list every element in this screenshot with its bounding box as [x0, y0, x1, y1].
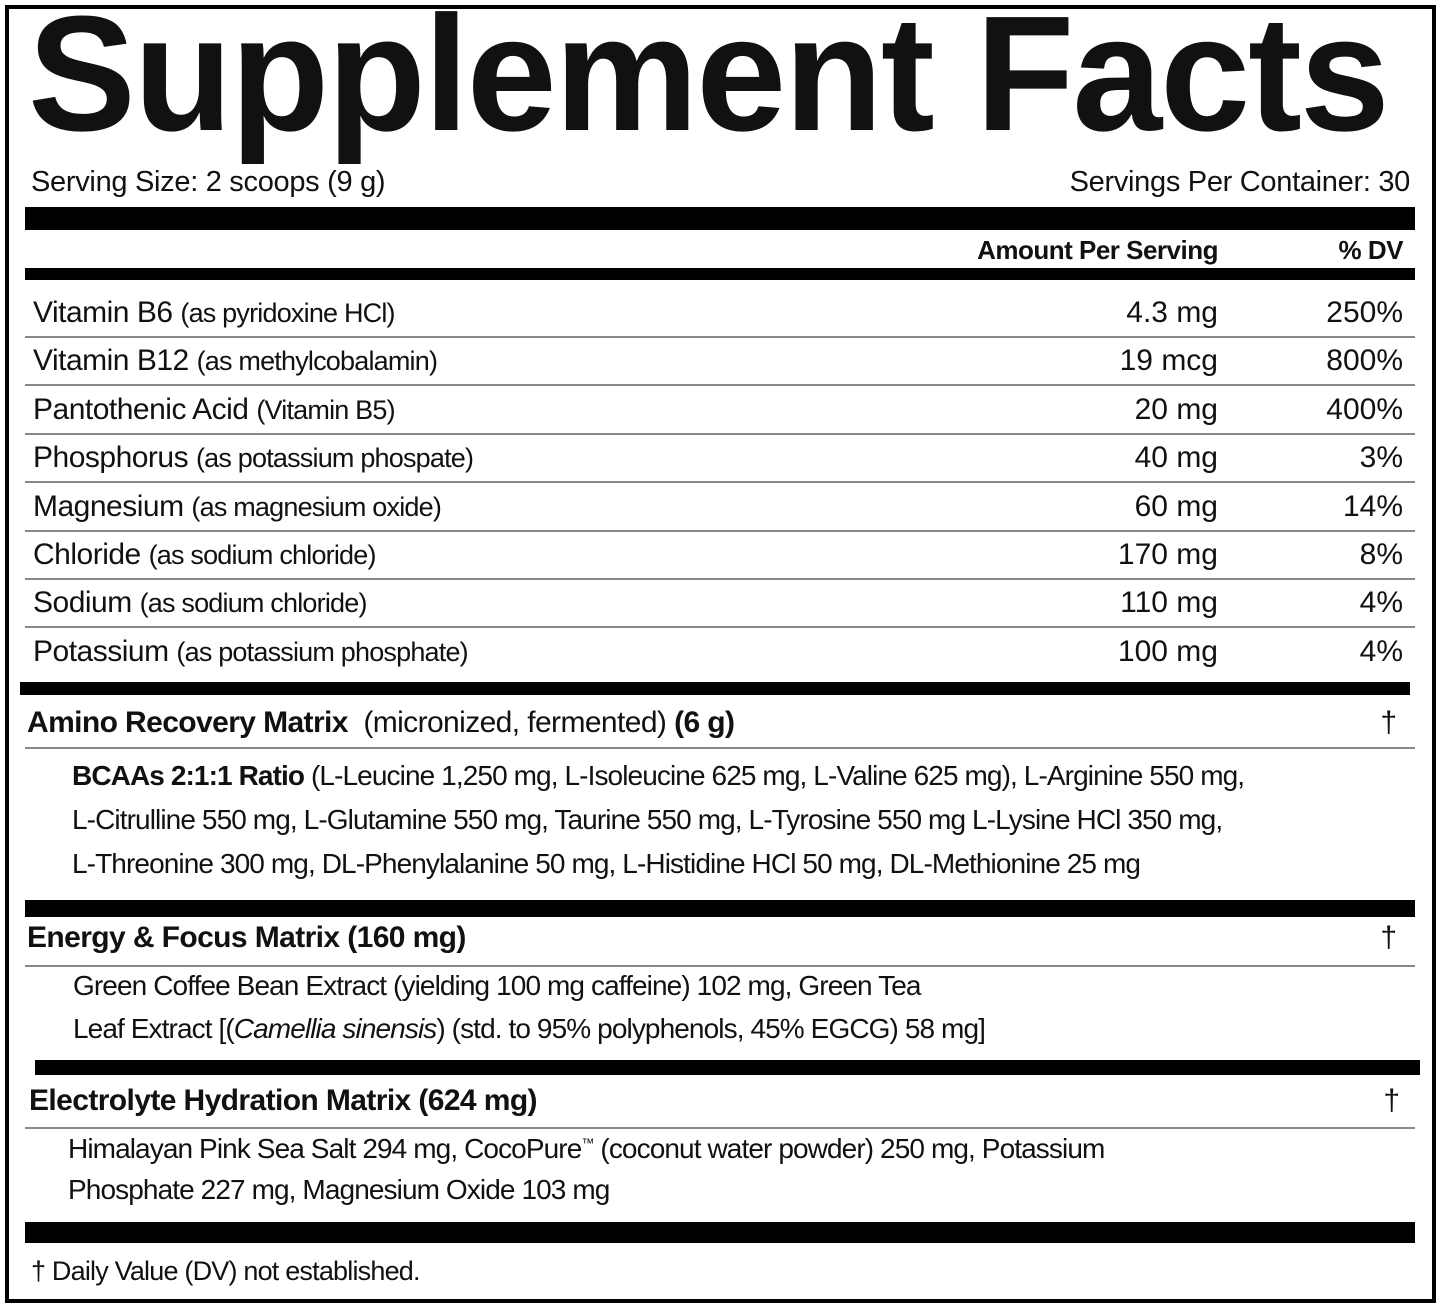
- divider-thin: [25, 965, 1415, 967]
- nutrient-amount: 60 mg: [1134, 489, 1218, 523]
- botanical-name: Camellia sinensis: [233, 1013, 437, 1044]
- nutrient-name: Sodium (as sodium chloride): [33, 586, 367, 620]
- footnote: † Daily Value (DV) not established.: [31, 1256, 421, 1286]
- nutrient-dv: 14%: [1342, 489, 1403, 523]
- amino-line-1: BCAAs 2:1:1 Ratio (L-Leucine 1,250 mg, L…: [72, 760, 1245, 792]
- serving-size: Serving Size: 2 scoops (9 g): [31, 166, 386, 198]
- electrolyte-text: Himalayan Pink Sea Salt 294 mg, CocoPure: [68, 1133, 582, 1164]
- nutrient-label: Vitamin B12: [33, 344, 189, 378]
- divider-thick: [25, 1222, 1415, 1243]
- nutrient-dv: 400%: [1326, 392, 1403, 426]
- nutrient-label: Phosphorus: [33, 441, 189, 475]
- energy-line-1: Green Coffee Bean Extract (yielding 100 …: [73, 970, 921, 1001]
- servings-per-container: Servings Per Container: 30: [1069, 166, 1411, 198]
- amount-header: Amount Per Serving: [977, 235, 1218, 265]
- energy-dagger: †: [1380, 921, 1397, 954]
- nutrient-row: Pantothenic Acid (Vitamin B5) 20 mg 400%: [0, 393, 1445, 441]
- nutrient-name: Magnesium (as magnesium oxide): [33, 489, 442, 524]
- divider-thick: [25, 207, 1415, 230]
- nutrient-dv: 250%: [1326, 296, 1403, 329]
- amino-dagger: †: [1380, 706, 1397, 739]
- divider-medium: [25, 268, 1415, 280]
- nutrient-source: (as pyridoxine HCl): [180, 298, 395, 328]
- divider-thin: [25, 747, 1415, 749]
- amino-line-2: L-Citrulline 550 mg, L-Glutamine 550 mg,…: [72, 804, 1223, 835]
- nutrient-amount: 19 mcg: [1119, 344, 1218, 378]
- nutrient-label: Magnesium: [33, 489, 184, 523]
- nutrient-label: Vitamin B6: [33, 296, 173, 329]
- amino-line-3: L-Threonine 300 mg, DL-Phenylalanine 50 …: [72, 848, 1141, 879]
- nutrient-amount: 100 mg: [1117, 634, 1218, 668]
- bcaa-lead: BCAAs 2:1:1 Ratio: [72, 760, 305, 791]
- amino-title: Amino Recovery Matrix: [27, 706, 348, 739]
- amino-text: (L-Leucine 1,250 mg, L-Isoleucine 625 mg…: [310, 760, 1245, 791]
- nutrient-dv: 3%: [1359, 441, 1403, 475]
- energy-line-2: Leaf Extract [(Camellia sinensis) (std. …: [73, 1013, 986, 1045]
- amino-matrix-heading: Amino Recovery Matrix (micronized, ferme…: [27, 706, 735, 740]
- amino-amount: (6 g): [674, 706, 735, 739]
- nutrient-name: Vitamin B6 (as pyridoxine HCl): [33, 296, 396, 330]
- nutrient-label: Sodium: [33, 586, 132, 620]
- nutrient-name: Pantothenic Acid (Vitamin B5): [33, 392, 396, 427]
- electrolyte-line-2: Phosphate 227 mg, Magnesium Oxide 103 mg: [68, 1174, 610, 1205]
- electrolyte-line-1: Himalayan Pink Sea Salt 294 mg, CocoPure…: [68, 1133, 1105, 1165]
- divider-medium: [20, 682, 1410, 695]
- nutrient-label: Chloride: [33, 538, 141, 571]
- nutrient-row: Vitamin B12 (as methylcobalamin) 19 mcg 80…: [0, 344, 1445, 392]
- dv-header: % DV: [1338, 235, 1404, 265]
- nutrient-amount: 20 mg: [1134, 392, 1218, 426]
- nutrient-label: Pantothenic Acid: [33, 392, 249, 426]
- label-border: [5, 5, 1436, 1303]
- row-divider: [25, 529, 1415, 532]
- energy-text: Leaf Extract [(: [73, 1013, 235, 1044]
- divider-medium: [25, 900, 1415, 917]
- trademark-symbol: ™: [581, 1135, 594, 1151]
- nutrient-row: Chloride (as sodium chloride) 170 mg 8%: [0, 538, 1445, 586]
- nutrient-name: Phosphorus (as potassium phospate): [33, 441, 474, 475]
- electrolyte-dagger: †: [1383, 1084, 1400, 1117]
- nutrient-row: Potassium (as potassium phosphate) 100 mg…: [0, 635, 1445, 683]
- nutrient-name: Potassium (as potassium phosphate): [33, 634, 469, 669]
- nutrient-amount: 110 mg: [1120, 586, 1218, 620]
- nutrient-amount: 170 mg: [1117, 538, 1218, 571]
- nutrient-source: (Vitamin B5): [256, 394, 395, 425]
- nutrient-row: Magnesium (as magnesium oxide) 60 mg 14%: [0, 490, 1445, 538]
- row-divider: [25, 578, 1415, 580]
- nutrient-name: Vitamin B12 (as methylcobalamin): [33, 344, 438, 378]
- nutrient-source: (as sodium chloride): [139, 588, 368, 619]
- row-divider: [25, 384, 1415, 387]
- nutrient-dv: 800%: [1326, 344, 1403, 378]
- energy-text: ) (std. to 95% polyphenols, 45% EGCG) 58…: [436, 1013, 986, 1044]
- nutrient-label: Potassium: [33, 634, 169, 668]
- divider-thin: [25, 1127, 1415, 1129]
- nutrient-source: (as magnesium oxide): [191, 491, 442, 522]
- nutrient-source: (as potassium phospate): [195, 443, 474, 474]
- row-divider: [25, 481, 1415, 484]
- nutrient-name: Chloride (as sodium chloride): [33, 538, 376, 572]
- nutrient-row: Sodium (as sodium chloride) 110 mg 4%: [0, 586, 1445, 634]
- electrolyte-matrix-heading: Electrolyte Hydration Matrix (624 mg): [29, 1084, 538, 1117]
- row-divider: [25, 432, 1415, 435]
- divider-medium: [35, 1060, 1420, 1075]
- nutrient-dv: 8%: [1359, 538, 1403, 571]
- energy-matrix-heading: Energy & Focus Matrix (160 mg): [27, 921, 466, 954]
- nutrient-row: Vitamin B6 (as pyridoxine HCl) 4.3 mg 250%: [0, 296, 1445, 344]
- nutrient-amount: 4.3 mg: [1126, 296, 1218, 329]
- electrolyte-text: (coconut water powder) 250 mg, Potassium: [593, 1133, 1105, 1164]
- nutrient-source: (as methylcobalamin): [196, 346, 438, 377]
- label-title: Supplement Facts: [28, 0, 1390, 165]
- row-divider: [25, 336, 1415, 338]
- nutrient-source: (as potassium phosphate): [176, 636, 468, 667]
- nutrient-amount: 40 mg: [1134, 441, 1218, 475]
- row-divider: [25, 626, 1415, 629]
- nutrient-source: (as sodium chloride): [148, 540, 377, 570]
- amino-qualifier: (micronized, fermented): [363, 706, 667, 739]
- nutrient-row: Phosphorus (as potassium phospate) 40 mg 3…: [0, 441, 1445, 489]
- nutrient-dv: 4%: [1359, 634, 1403, 668]
- nutrient-dv: 4%: [1359, 586, 1403, 620]
